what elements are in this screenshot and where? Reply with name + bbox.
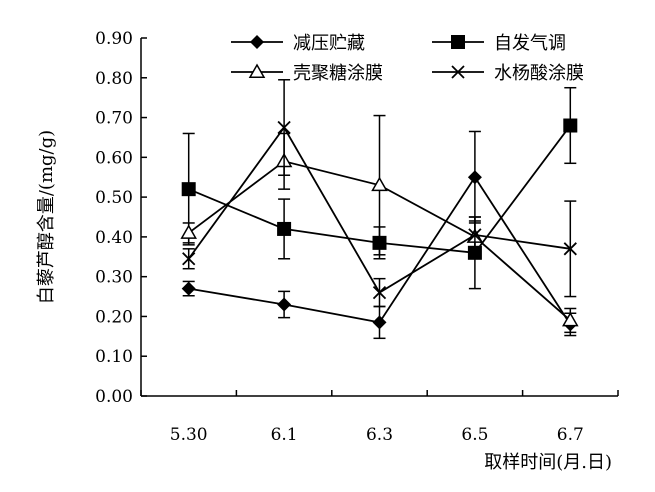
data-point [277,120,291,135]
data-point [277,297,292,312]
x-tick-label: 6.7 [557,425,584,445]
data-point [180,224,197,239]
x-marker-stroke [277,120,291,135]
legend-marker [248,63,266,78]
x-tick-label: 6.1 [271,425,298,445]
legend-label: 水杨酸涂膜 [494,63,584,84]
y-tick-label: 0.70 [95,109,133,129]
x-marker-stroke [563,242,577,256]
legend-marker [250,35,264,49]
data-point [467,170,482,185]
y-tick-label: 0.60 [95,148,133,168]
y-tick-label: 0.10 [95,347,133,367]
legend-label: 减压贮藏 [293,33,365,54]
y-tick-label: 0.80 [95,69,133,89]
series-4 [182,79,577,308]
y-tick-label: 0.30 [95,268,133,288]
x-tick-label: 5.30 [170,425,208,445]
legend-entry: 减压贮藏 [231,33,365,54]
y-tick-label: 0.90 [95,29,133,49]
y-tick-label: 0.40 [95,228,133,248]
legend-entry: 壳聚糖涂膜 [231,63,383,84]
x-tick-label: 6.5 [461,425,488,445]
data-point [277,221,292,236]
data-point [372,285,387,300]
legend-marker [451,35,465,49]
data-point [182,252,196,266]
x-marker-stroke [451,65,465,79]
y-tick-label: 0.00 [95,387,133,407]
x-tick-label: 6.3 [366,425,393,445]
x-axis-title: 取样时间(月.日) [484,452,612,473]
data-point [468,228,482,242]
y-axis-title: 白藜芦醇含量/(mg/g) [36,130,57,304]
data-point [181,182,196,197]
y-tick-label: 0.20 [95,307,133,327]
data-point [563,242,577,256]
data-point [372,315,387,330]
data-point [181,281,196,296]
y-tick-label: 0.50 [95,188,133,208]
data-point [563,118,578,133]
legend-label: 壳聚糖涂膜 [293,63,383,84]
data-point [371,176,388,192]
chart-marks [180,79,579,340]
x-marker-stroke [372,285,387,300]
x-marker-stroke [182,252,196,266]
data-point [562,311,579,327]
legend-label: 自发气调 [494,33,566,54]
legend-marker [451,65,465,79]
legend-entry: 水杨酸涂膜 [432,63,584,84]
x-marker-stroke [468,228,482,242]
legend-entry: 自发气调 [432,33,566,54]
chart-axes: 0.00 0.10 0.20 0.30 0.40 0.50 0.60 0.70 0.80 0.90… [95,29,619,445]
